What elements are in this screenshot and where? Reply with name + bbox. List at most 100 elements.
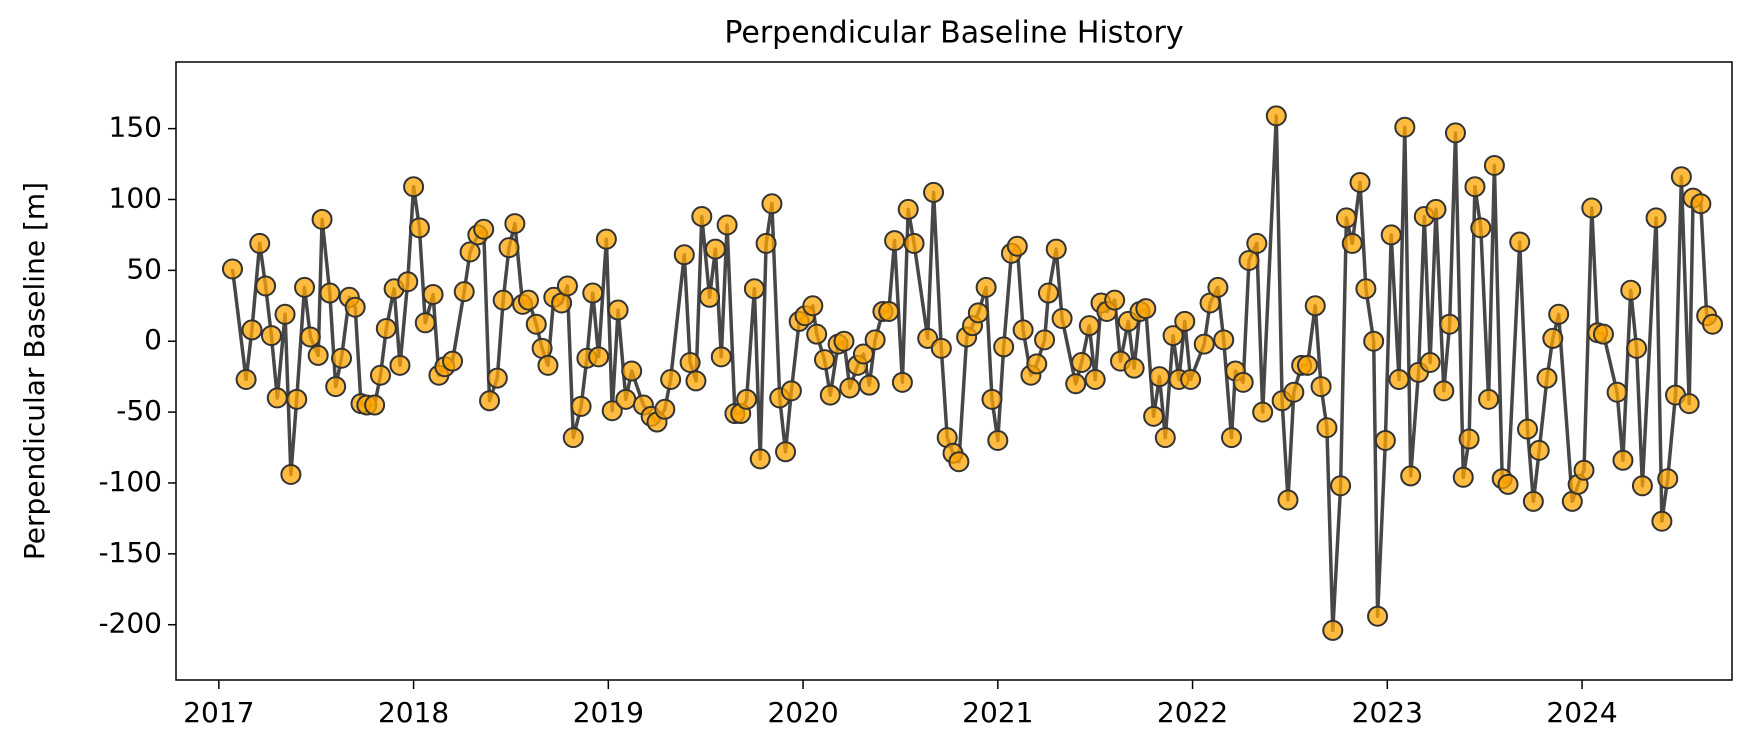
data-point xyxy=(307,344,329,366)
data-point xyxy=(389,354,411,376)
data-point xyxy=(1322,619,1344,641)
data-point xyxy=(673,244,695,266)
data-point xyxy=(1670,166,1692,188)
data-point xyxy=(331,347,353,369)
data-point xyxy=(1034,329,1056,351)
y-tick-label: -200 xyxy=(98,607,162,640)
data-point xyxy=(716,214,738,236)
data-point xyxy=(504,213,526,235)
data-point xyxy=(397,271,419,293)
data-point xyxy=(1542,327,1564,349)
data-point xyxy=(486,367,508,389)
x-tick-label: 2019 xyxy=(573,696,644,729)
data-point xyxy=(1174,310,1196,332)
data-point xyxy=(780,380,802,402)
data-point xyxy=(1207,276,1229,298)
data-point xyxy=(710,346,732,368)
data-point xyxy=(1548,303,1570,325)
data-point xyxy=(1355,278,1377,300)
y-tick-label: -150 xyxy=(98,536,162,569)
data-point xyxy=(1330,475,1352,497)
data-point xyxy=(595,228,617,250)
data-point xyxy=(930,337,952,359)
y-tick-label: 50 xyxy=(126,252,162,285)
data-point xyxy=(1626,337,1648,359)
data-point xyxy=(408,217,430,239)
data-point xyxy=(1631,475,1653,497)
data-point xyxy=(369,364,391,386)
data-point xyxy=(286,388,308,410)
data-point xyxy=(1221,427,1243,449)
data-point xyxy=(1497,473,1519,495)
data-point xyxy=(459,241,481,263)
data-point xyxy=(255,275,277,297)
data-point xyxy=(1400,465,1422,487)
data-point xyxy=(1012,319,1034,341)
data-point xyxy=(1037,282,1059,304)
data-point xyxy=(1380,224,1402,246)
data-point xyxy=(1084,369,1106,391)
data-point xyxy=(1536,367,1558,389)
data-point xyxy=(525,313,547,335)
data-point xyxy=(442,350,464,372)
chart-title: Perpendicular Baseline History xyxy=(724,16,1183,51)
data-point xyxy=(1135,298,1157,320)
data-point xyxy=(1509,231,1531,253)
data-point xyxy=(1581,197,1603,219)
data-point xyxy=(364,394,386,416)
data-point xyxy=(1517,418,1539,440)
data-point xyxy=(274,303,296,325)
data-point xyxy=(422,283,444,305)
data-point xyxy=(403,176,425,198)
y-tick-label: 0 xyxy=(144,323,162,356)
data-point xyxy=(621,360,643,382)
data-point xyxy=(311,208,333,230)
data-point xyxy=(864,329,886,351)
data-point xyxy=(1310,376,1332,398)
data-point xyxy=(1458,428,1480,450)
data-point xyxy=(1349,171,1371,193)
data-point xyxy=(1374,429,1396,451)
data-point xyxy=(1078,315,1100,337)
data-point xyxy=(1367,605,1389,627)
data-point xyxy=(775,441,797,463)
data-point xyxy=(1363,330,1385,352)
data-point xyxy=(685,370,707,392)
data-point xyxy=(1478,388,1500,410)
data-point xyxy=(235,369,257,391)
data-point xyxy=(1678,393,1700,415)
data-point xyxy=(1238,249,1260,271)
data-point xyxy=(249,232,271,254)
data-point xyxy=(802,295,824,317)
data-point xyxy=(1123,357,1145,379)
data-point xyxy=(588,346,610,368)
data-point xyxy=(1045,238,1067,260)
x-tick-label: 2022 xyxy=(1157,696,1228,729)
data-point xyxy=(1071,351,1093,373)
data-point xyxy=(1148,366,1170,388)
data-point xyxy=(1296,354,1318,376)
data-point xyxy=(1252,401,1274,423)
data-point xyxy=(607,299,629,321)
y-tick-label: 100 xyxy=(109,181,162,214)
data-point xyxy=(1246,232,1268,254)
data-point xyxy=(1162,325,1184,347)
data-point xyxy=(260,325,282,347)
data-point xyxy=(1439,313,1461,335)
data-point xyxy=(1388,369,1410,391)
data-point xyxy=(981,388,1003,410)
data-point xyxy=(556,275,578,297)
data-point xyxy=(1104,289,1126,311)
data-point xyxy=(414,312,436,334)
x-tick-label: 2018 xyxy=(378,696,449,729)
data-point xyxy=(1283,381,1305,403)
data-point xyxy=(839,377,861,399)
data-point xyxy=(858,374,880,396)
data-point xyxy=(1464,176,1486,198)
data-point xyxy=(1065,373,1087,395)
data-point xyxy=(280,463,302,485)
data-point xyxy=(1433,380,1455,402)
data-point xyxy=(736,388,758,410)
data-point xyxy=(241,319,263,341)
data-point xyxy=(1606,381,1628,403)
